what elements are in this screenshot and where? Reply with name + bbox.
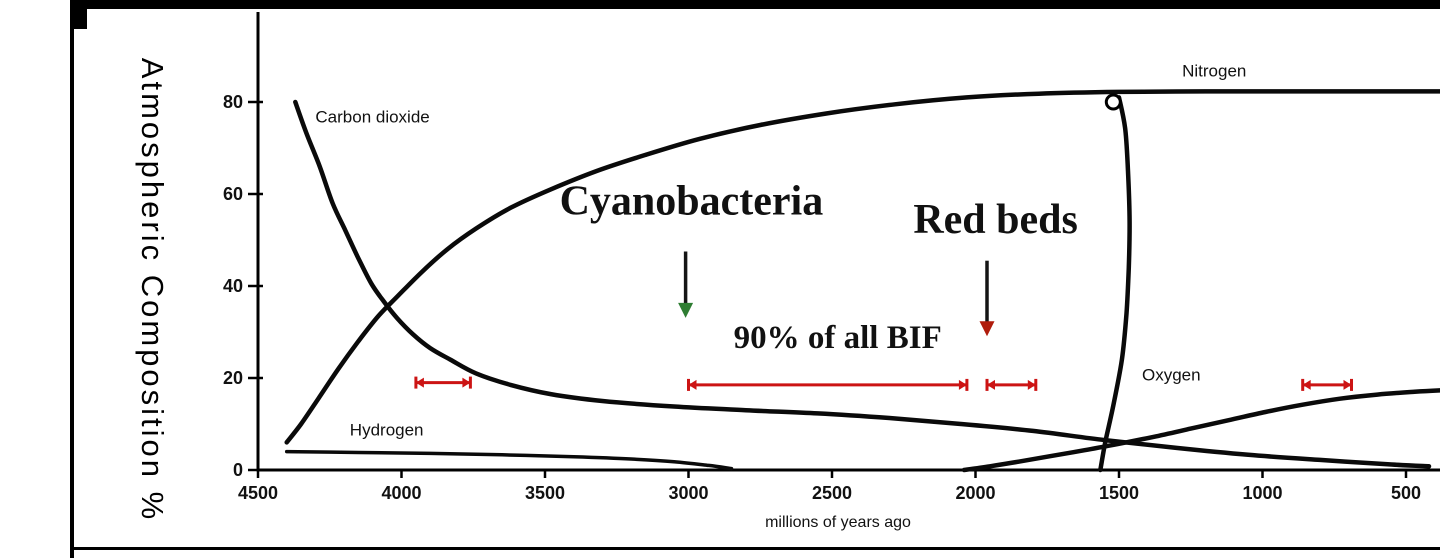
y-tick-label: 80 [223, 92, 243, 112]
curve-carbon-dioxide [293, 99, 1432, 469]
bif-range-arrowhead [1343, 379, 1352, 390]
bif-range-arrowhead [1027, 379, 1036, 390]
bif-range-arrowhead [987, 379, 995, 390]
bif-label-label: 90% of all BIF [734, 320, 942, 356]
x-axis-label: millions of years ago [765, 514, 911, 531]
x-tick-label: 1500 [1099, 483, 1139, 503]
cyanobacteria-label: Cyanobacteria [560, 179, 824, 225]
series-label-nitrogen: Nitrogen [1182, 62, 1246, 81]
figure-corner-mark [74, 0, 87, 29]
figure-bottom-border [70, 547, 1440, 550]
bif-range-arrowhead [958, 379, 967, 390]
y-tick-label: 20 [223, 368, 243, 388]
bif-range-arrowhead [1302, 379, 1311, 390]
series-label-oxygen: Oxygen [1142, 365, 1201, 384]
series-label-carbon-dioxide: Carbon dioxide [315, 108, 429, 127]
x-tick-label: 3000 [668, 483, 708, 503]
figure-left-border [70, 0, 74, 558]
x-tick-label: 3500 [525, 483, 565, 503]
red-beds-label: Red beds [913, 197, 1078, 243]
x-tick-label: 2500 [812, 483, 852, 503]
y-tick-label: 40 [223, 276, 243, 296]
curve-oxygen [961, 388, 1440, 473]
bif-range-arrowhead [688, 379, 697, 390]
figure-top-border [70, 0, 1440, 9]
x-tick-label: 1000 [1242, 483, 1282, 503]
curve-hydrogen [284, 449, 734, 471]
bif-range-arrowhead [462, 377, 471, 388]
x-tick-label: 2000 [955, 483, 995, 503]
red-beds-arrow-head [979, 321, 995, 337]
x-tick-label: 4000 [381, 483, 421, 503]
axes [256, 12, 1440, 472]
x-tick-label: 4500 [238, 483, 278, 503]
y-tick-label: 0 [233, 460, 243, 480]
curve-unlabeled [1098, 95, 1132, 473]
bif-range-arrowhead [415, 377, 424, 388]
curve-loop-marker [1104, 93, 1122, 111]
y-tick-label: 60 [223, 184, 243, 204]
series-label-hydrogen: Hydrogen [350, 421, 424, 440]
cyanobacteria-arrow-head [678, 302, 694, 318]
x-tick-label: 500 [1391, 483, 1421, 503]
curve-nitrogen [284, 89, 1440, 445]
